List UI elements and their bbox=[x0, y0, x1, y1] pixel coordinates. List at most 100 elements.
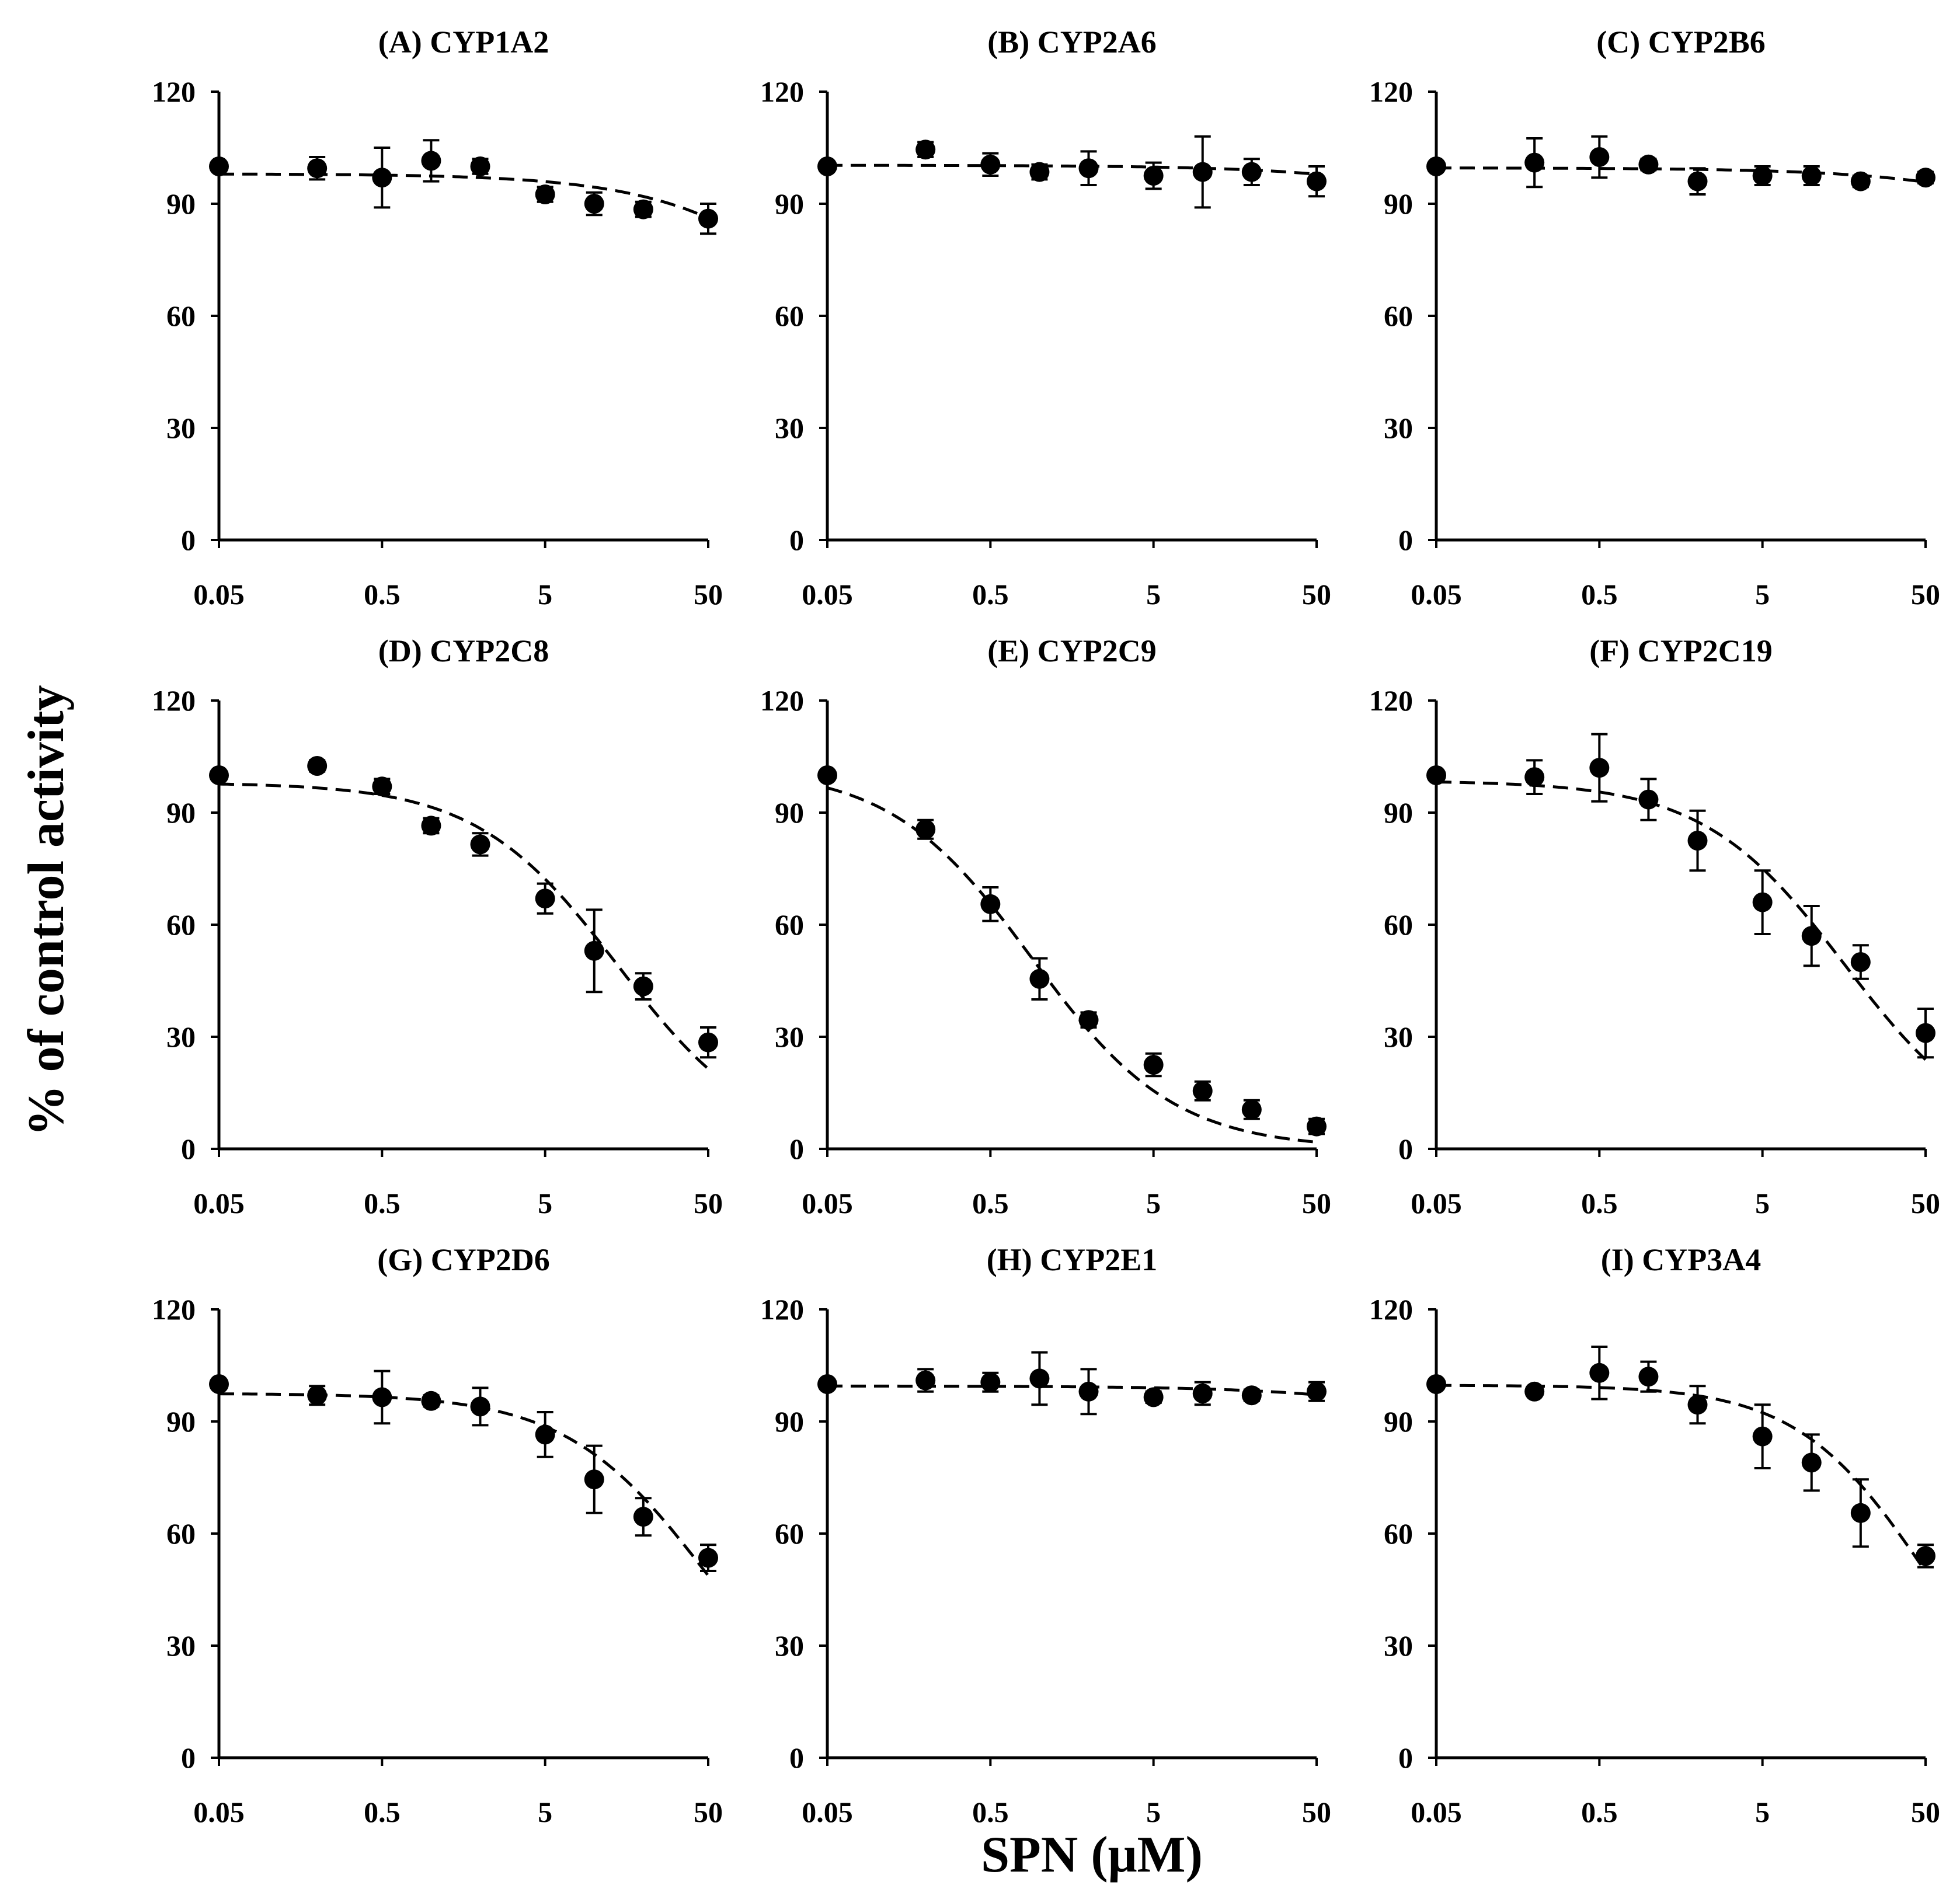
panel-h: (H) CYP2E1 0 30 60 90 120 0.05 0.5 5 50 bbox=[760, 1242, 1331, 1828]
data-point bbox=[421, 1391, 441, 1411]
data-point bbox=[1638, 154, 1659, 175]
x-tick-label: 0.5 bbox=[972, 1796, 1009, 1828]
data-point bbox=[372, 168, 392, 188]
y-tick-label: 90 bbox=[166, 1405, 196, 1438]
y-tick-label: 30 bbox=[166, 1020, 196, 1053]
panel-title: (D) CYP2C8 bbox=[378, 633, 549, 668]
data-point bbox=[307, 756, 328, 776]
data-point bbox=[817, 1374, 837, 1394]
data-point bbox=[1801, 926, 1822, 946]
data-point bbox=[1850, 952, 1871, 972]
data-point bbox=[1850, 1503, 1871, 1523]
panel-c: (C) CYP2B6 0 30 60 90 120 0.05 0.5 5 50 bbox=[1369, 25, 1940, 611]
x-tick-label: 50 bbox=[694, 578, 723, 611]
data-point bbox=[698, 1032, 718, 1053]
data-point bbox=[209, 1374, 229, 1394]
fit-curve bbox=[1436, 1384, 1927, 1573]
x-tick-label: 0.05 bbox=[1411, 1796, 1462, 1828]
data-point bbox=[535, 184, 555, 204]
x-tick-label: 0.05 bbox=[193, 578, 245, 611]
data-point bbox=[1143, 166, 1164, 186]
data-point bbox=[470, 834, 490, 855]
data-point bbox=[817, 156, 837, 176]
panel-b: (B) CYP2A6 0 30 60 90 120 0.05 0.5 5 50 bbox=[760, 25, 1331, 611]
data-point bbox=[535, 1424, 555, 1445]
data-point bbox=[1589, 758, 1610, 778]
y-tick-label: 120 bbox=[152, 684, 196, 717]
data-point bbox=[1241, 1099, 1262, 1120]
y-tick-label: 30 bbox=[1384, 412, 1413, 444]
y-tick-label: 60 bbox=[166, 299, 196, 332]
x-tick-label: 0.05 bbox=[1411, 578, 1462, 611]
data-point bbox=[421, 151, 441, 171]
y-tick-label: 120 bbox=[152, 75, 196, 108]
data-point bbox=[1307, 171, 1327, 191]
data-point bbox=[1192, 1384, 1213, 1403]
x-tick-label: 50 bbox=[1302, 578, 1331, 611]
x-tick-label: 0.5 bbox=[364, 578, 401, 611]
panel-title: (I) CYP3A4 bbox=[1601, 1242, 1761, 1277]
data-point bbox=[1078, 158, 1099, 179]
data-point bbox=[915, 819, 936, 839]
y-tick-label: 60 bbox=[775, 299, 804, 332]
x-tick-label: 0.05 bbox=[802, 1187, 853, 1219]
x-tick-label: 0.05 bbox=[802, 1796, 853, 1828]
data-point bbox=[698, 208, 718, 229]
data-point bbox=[1752, 1426, 1773, 1447]
panel-title: (C) CYP2B6 bbox=[1596, 25, 1765, 60]
y-tick-label: 90 bbox=[1384, 1405, 1413, 1438]
data-point bbox=[584, 194, 604, 214]
panel-title: (B) CYP2A6 bbox=[987, 25, 1156, 60]
y-tick-label: 0 bbox=[789, 524, 804, 556]
y-tick-label: 120 bbox=[760, 1293, 804, 1326]
y-axis-title: % of control activity bbox=[18, 685, 75, 1136]
data-point bbox=[1752, 892, 1773, 912]
data-point bbox=[1801, 166, 1822, 186]
data-point bbox=[633, 976, 653, 996]
x-tick-label: 5 bbox=[1755, 1796, 1770, 1828]
data-point bbox=[209, 765, 229, 785]
y-tick-label: 120 bbox=[1369, 684, 1413, 717]
x-tick-label: 50 bbox=[694, 1796, 723, 1828]
x-tick-label: 5 bbox=[1146, 1796, 1161, 1828]
data-point bbox=[1589, 1363, 1610, 1383]
x-tick-label: 50 bbox=[1302, 1796, 1331, 1828]
y-tick-label: 90 bbox=[775, 1405, 804, 1438]
y-tick-label: 90 bbox=[1384, 187, 1413, 220]
y-tick-label: 0 bbox=[789, 1741, 804, 1774]
y-tick-label: 0 bbox=[181, 524, 196, 556]
data-point bbox=[1426, 156, 1446, 176]
data-point bbox=[1143, 1055, 1164, 1075]
data-point bbox=[372, 1387, 392, 1407]
panel-title: (F) CYP2C19 bbox=[1589, 633, 1772, 668]
y-tick-label: 0 bbox=[181, 1133, 196, 1165]
data-point bbox=[1916, 1023, 1935, 1043]
x-tick-label: 5 bbox=[1755, 1187, 1770, 1219]
panel-f: (F) CYP2C19 0 30 60 90 120 0.05 0.5 5 50 bbox=[1369, 633, 1940, 1219]
data-point bbox=[1241, 1385, 1262, 1406]
x-tick-label: 0.05 bbox=[1411, 1187, 1462, 1219]
y-tick-label: 30 bbox=[775, 1020, 804, 1053]
data-point bbox=[915, 1370, 936, 1391]
data-point bbox=[1524, 767, 1545, 788]
data-point bbox=[535, 888, 555, 909]
y-tick-label: 0 bbox=[789, 1133, 804, 1165]
x-tick-label: 50 bbox=[1911, 1187, 1940, 1219]
data-point bbox=[1078, 1010, 1099, 1030]
panel-g: (G) CYP2D6 0 30 60 90 120 0.05 0.5 5 50 bbox=[152, 1242, 723, 1828]
y-tick-label: 0 bbox=[181, 1741, 196, 1774]
panel-title: (E) CYP2C9 bbox=[987, 633, 1156, 668]
x-tick-label: 50 bbox=[1911, 1796, 1940, 1828]
y-tick-label: 30 bbox=[775, 1629, 804, 1662]
data-point bbox=[209, 156, 229, 176]
x-tick-label: 5 bbox=[1146, 1187, 1161, 1219]
x-tick-label: 0.5 bbox=[364, 1796, 401, 1828]
data-point bbox=[633, 1507, 653, 1527]
y-tick-label: 30 bbox=[775, 412, 804, 444]
data-point bbox=[1687, 171, 1708, 191]
y-tick-label: 120 bbox=[1369, 1293, 1413, 1326]
x-tick-label: 5 bbox=[538, 1796, 552, 1828]
x-tick-label: 0.5 bbox=[1581, 578, 1618, 611]
x-axis-title: SPN (μM) bbox=[981, 1827, 1203, 1883]
y-tick-label: 90 bbox=[166, 187, 196, 220]
